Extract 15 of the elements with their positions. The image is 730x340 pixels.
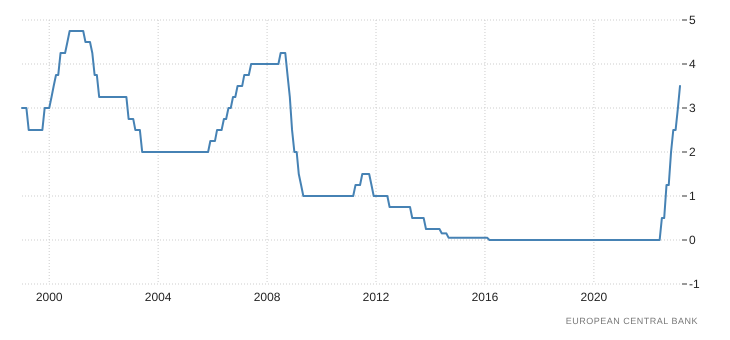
y-tick-label: -1 bbox=[689, 277, 700, 292]
y-tick-label: 0 bbox=[689, 233, 696, 248]
x-tick-label: 2000 bbox=[36, 290, 63, 304]
line-series bbox=[21, 30, 681, 241]
x-tick-label: 2020 bbox=[580, 290, 608, 304]
text: EUROPEAN CENTRAL BANK bbox=[566, 316, 698, 326]
x-tick-label: 2016 bbox=[472, 290, 499, 304]
y-tick-label: 2 bbox=[689, 145, 696, 160]
y-tick-label: 5 bbox=[689, 13, 696, 28]
y-tick-label: 4 bbox=[689, 57, 696, 72]
x-tick-label: 2008 bbox=[254, 290, 281, 304]
x-tick-label: 2004 bbox=[144, 290, 172, 304]
y-tick-label: 1 bbox=[689, 189, 696, 204]
y-tick-label: 3 bbox=[689, 101, 696, 116]
x-tick-label: 2012 bbox=[362, 290, 390, 304]
